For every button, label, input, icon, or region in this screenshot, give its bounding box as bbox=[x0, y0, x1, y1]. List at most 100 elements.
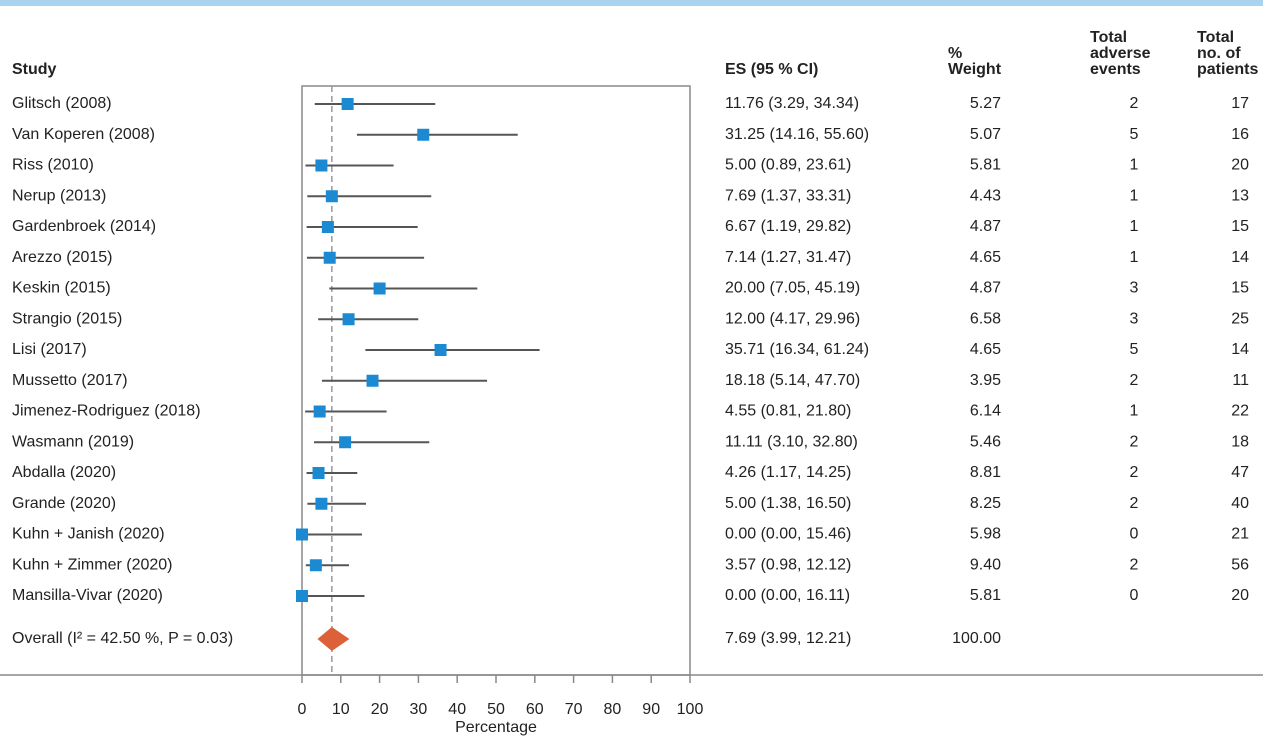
header-events: adverse bbox=[1090, 45, 1151, 62]
estimate-marker bbox=[373, 282, 386, 295]
weight: 9.40 bbox=[970, 556, 1001, 573]
study-name: Grande (2020) bbox=[12, 495, 116, 512]
estimate-marker bbox=[315, 159, 328, 172]
es-ci: 6.67 (1.19, 29.82) bbox=[725, 218, 851, 235]
weight: 6.14 bbox=[970, 403, 1001, 420]
header-events: Total bbox=[1090, 29, 1127, 46]
study-name: Riss (2010) bbox=[12, 157, 94, 174]
patients: 17 bbox=[1231, 95, 1249, 112]
events: 2 bbox=[1130, 556, 1139, 573]
events: 3 bbox=[1130, 310, 1139, 327]
events: 0 bbox=[1130, 526, 1139, 543]
estimate-marker bbox=[315, 497, 328, 510]
events: 1 bbox=[1130, 187, 1139, 204]
weight: 8.25 bbox=[970, 495, 1001, 512]
es-ci: 7.69 (1.37, 33.31) bbox=[725, 187, 851, 204]
es-ci: 35.71 (16.34, 61.24) bbox=[725, 341, 869, 358]
study-name: Arezzo (2015) bbox=[12, 249, 113, 266]
study-name: Keskin (2015) bbox=[12, 280, 111, 297]
x-tick-label: 80 bbox=[604, 701, 622, 718]
es-ci: 12.00 (4.17, 29.96) bbox=[725, 310, 860, 327]
overall-es-ci: 7.69 (3.99, 12.21) bbox=[725, 630, 851, 647]
top-band bbox=[0, 0, 1263, 6]
events: 5 bbox=[1130, 341, 1139, 358]
es-ci: 0.00 (0.00, 16.11) bbox=[725, 587, 850, 604]
es-ci: 4.55 (0.81, 21.80) bbox=[725, 403, 851, 420]
patients: 21 bbox=[1231, 526, 1249, 543]
es-ci: 31.25 (14.16, 55.60) bbox=[725, 126, 869, 143]
study-name: Van Koperen (2008) bbox=[12, 126, 155, 143]
overall-diamond bbox=[317, 627, 350, 651]
weight: 5.07 bbox=[970, 126, 1001, 143]
estimate-marker bbox=[417, 128, 430, 141]
header-weight: Weight bbox=[948, 61, 1002, 78]
weight: 4.65 bbox=[970, 249, 1001, 266]
patients: 18 bbox=[1231, 433, 1249, 450]
patients: 56 bbox=[1231, 556, 1249, 573]
events: 1 bbox=[1130, 403, 1139, 420]
study-name: Kuhn + Zimmer (2020) bbox=[12, 556, 173, 573]
study-name: Kuhn + Janish (2020) bbox=[12, 526, 165, 543]
weight: 5.81 bbox=[970, 587, 1001, 604]
weight: 4.65 bbox=[970, 341, 1001, 358]
es-ci: 5.00 (1.38, 16.50) bbox=[725, 495, 851, 512]
header-patients: patients bbox=[1197, 61, 1258, 78]
estimate-marker bbox=[366, 374, 379, 387]
header-patients: Total bbox=[1197, 29, 1234, 46]
events: 5 bbox=[1130, 126, 1139, 143]
events: 1 bbox=[1130, 157, 1139, 174]
header-es: ES (95 % CI) bbox=[725, 61, 818, 78]
patients: 15 bbox=[1231, 280, 1249, 297]
estimate-marker bbox=[341, 98, 354, 110]
estimate-marker bbox=[296, 528, 308, 541]
es-ci: 3.57 (0.98, 12.12) bbox=[725, 556, 851, 573]
study-name: Jimenez-Rodriguez (2018) bbox=[12, 403, 201, 420]
header-patients: no. of bbox=[1197, 45, 1241, 62]
patients: 40 bbox=[1231, 495, 1249, 512]
es-ci: 11.11 (3.10, 32.80) bbox=[725, 433, 858, 450]
x-tick-label: 90 bbox=[642, 701, 660, 718]
study-name: Mussetto (2017) bbox=[12, 372, 128, 389]
events: 0 bbox=[1130, 587, 1139, 604]
study-name: Wasmann (2019) bbox=[12, 433, 134, 450]
study-name: Strangio (2015) bbox=[12, 310, 122, 327]
x-axis-label: Percentage bbox=[455, 719, 537, 736]
estimate-marker bbox=[309, 559, 322, 572]
events: 2 bbox=[1130, 433, 1139, 450]
estimate-marker bbox=[296, 590, 308, 602]
estimate-marker bbox=[434, 344, 447, 356]
weight: 4.87 bbox=[970, 218, 1001, 235]
patients: 14 bbox=[1231, 249, 1249, 266]
x-tick-label: 100 bbox=[677, 701, 704, 718]
x-tick-label: 10 bbox=[332, 701, 350, 718]
es-ci: 18.18 (5.14, 47.70) bbox=[725, 372, 860, 389]
study-name: Gardenbroek (2014) bbox=[12, 218, 156, 235]
events: 2 bbox=[1130, 95, 1139, 112]
weight: 5.27 bbox=[970, 95, 1001, 112]
events: 3 bbox=[1130, 280, 1139, 297]
header-study: Study bbox=[12, 61, 57, 78]
patients: 14 bbox=[1231, 341, 1249, 358]
study-name: Mansilla-Vivar (2020) bbox=[12, 587, 163, 604]
es-ci: 0.00 (0.00, 15.46) bbox=[725, 526, 851, 543]
patients: 25 bbox=[1231, 310, 1249, 327]
patients: 16 bbox=[1231, 126, 1249, 143]
header-weight: % bbox=[948, 45, 962, 62]
study-name: Abdalla (2020) bbox=[12, 464, 116, 481]
patients: 22 bbox=[1231, 403, 1249, 420]
x-tick-label: 40 bbox=[448, 701, 466, 718]
events: 2 bbox=[1130, 464, 1139, 481]
estimate-marker bbox=[321, 221, 334, 233]
events: 2 bbox=[1130, 372, 1139, 389]
estimate-marker bbox=[339, 436, 352, 449]
x-tick-label: 60 bbox=[526, 701, 544, 718]
events: 2 bbox=[1130, 495, 1139, 512]
patients: 47 bbox=[1231, 464, 1249, 481]
header-events: events bbox=[1090, 61, 1141, 78]
x-tick-label: 30 bbox=[410, 701, 428, 718]
x-tick-label: 50 bbox=[487, 701, 505, 718]
es-ci: 5.00 (0.89, 23.61) bbox=[725, 157, 851, 174]
estimate-marker bbox=[342, 313, 355, 326]
es-ci: 20.00 (7.05, 45.19) bbox=[725, 280, 860, 297]
